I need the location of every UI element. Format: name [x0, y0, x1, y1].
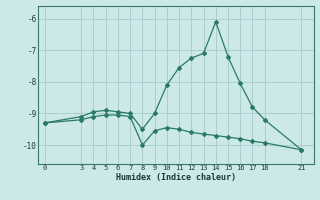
X-axis label: Humidex (Indice chaleur): Humidex (Indice chaleur) — [116, 173, 236, 182]
